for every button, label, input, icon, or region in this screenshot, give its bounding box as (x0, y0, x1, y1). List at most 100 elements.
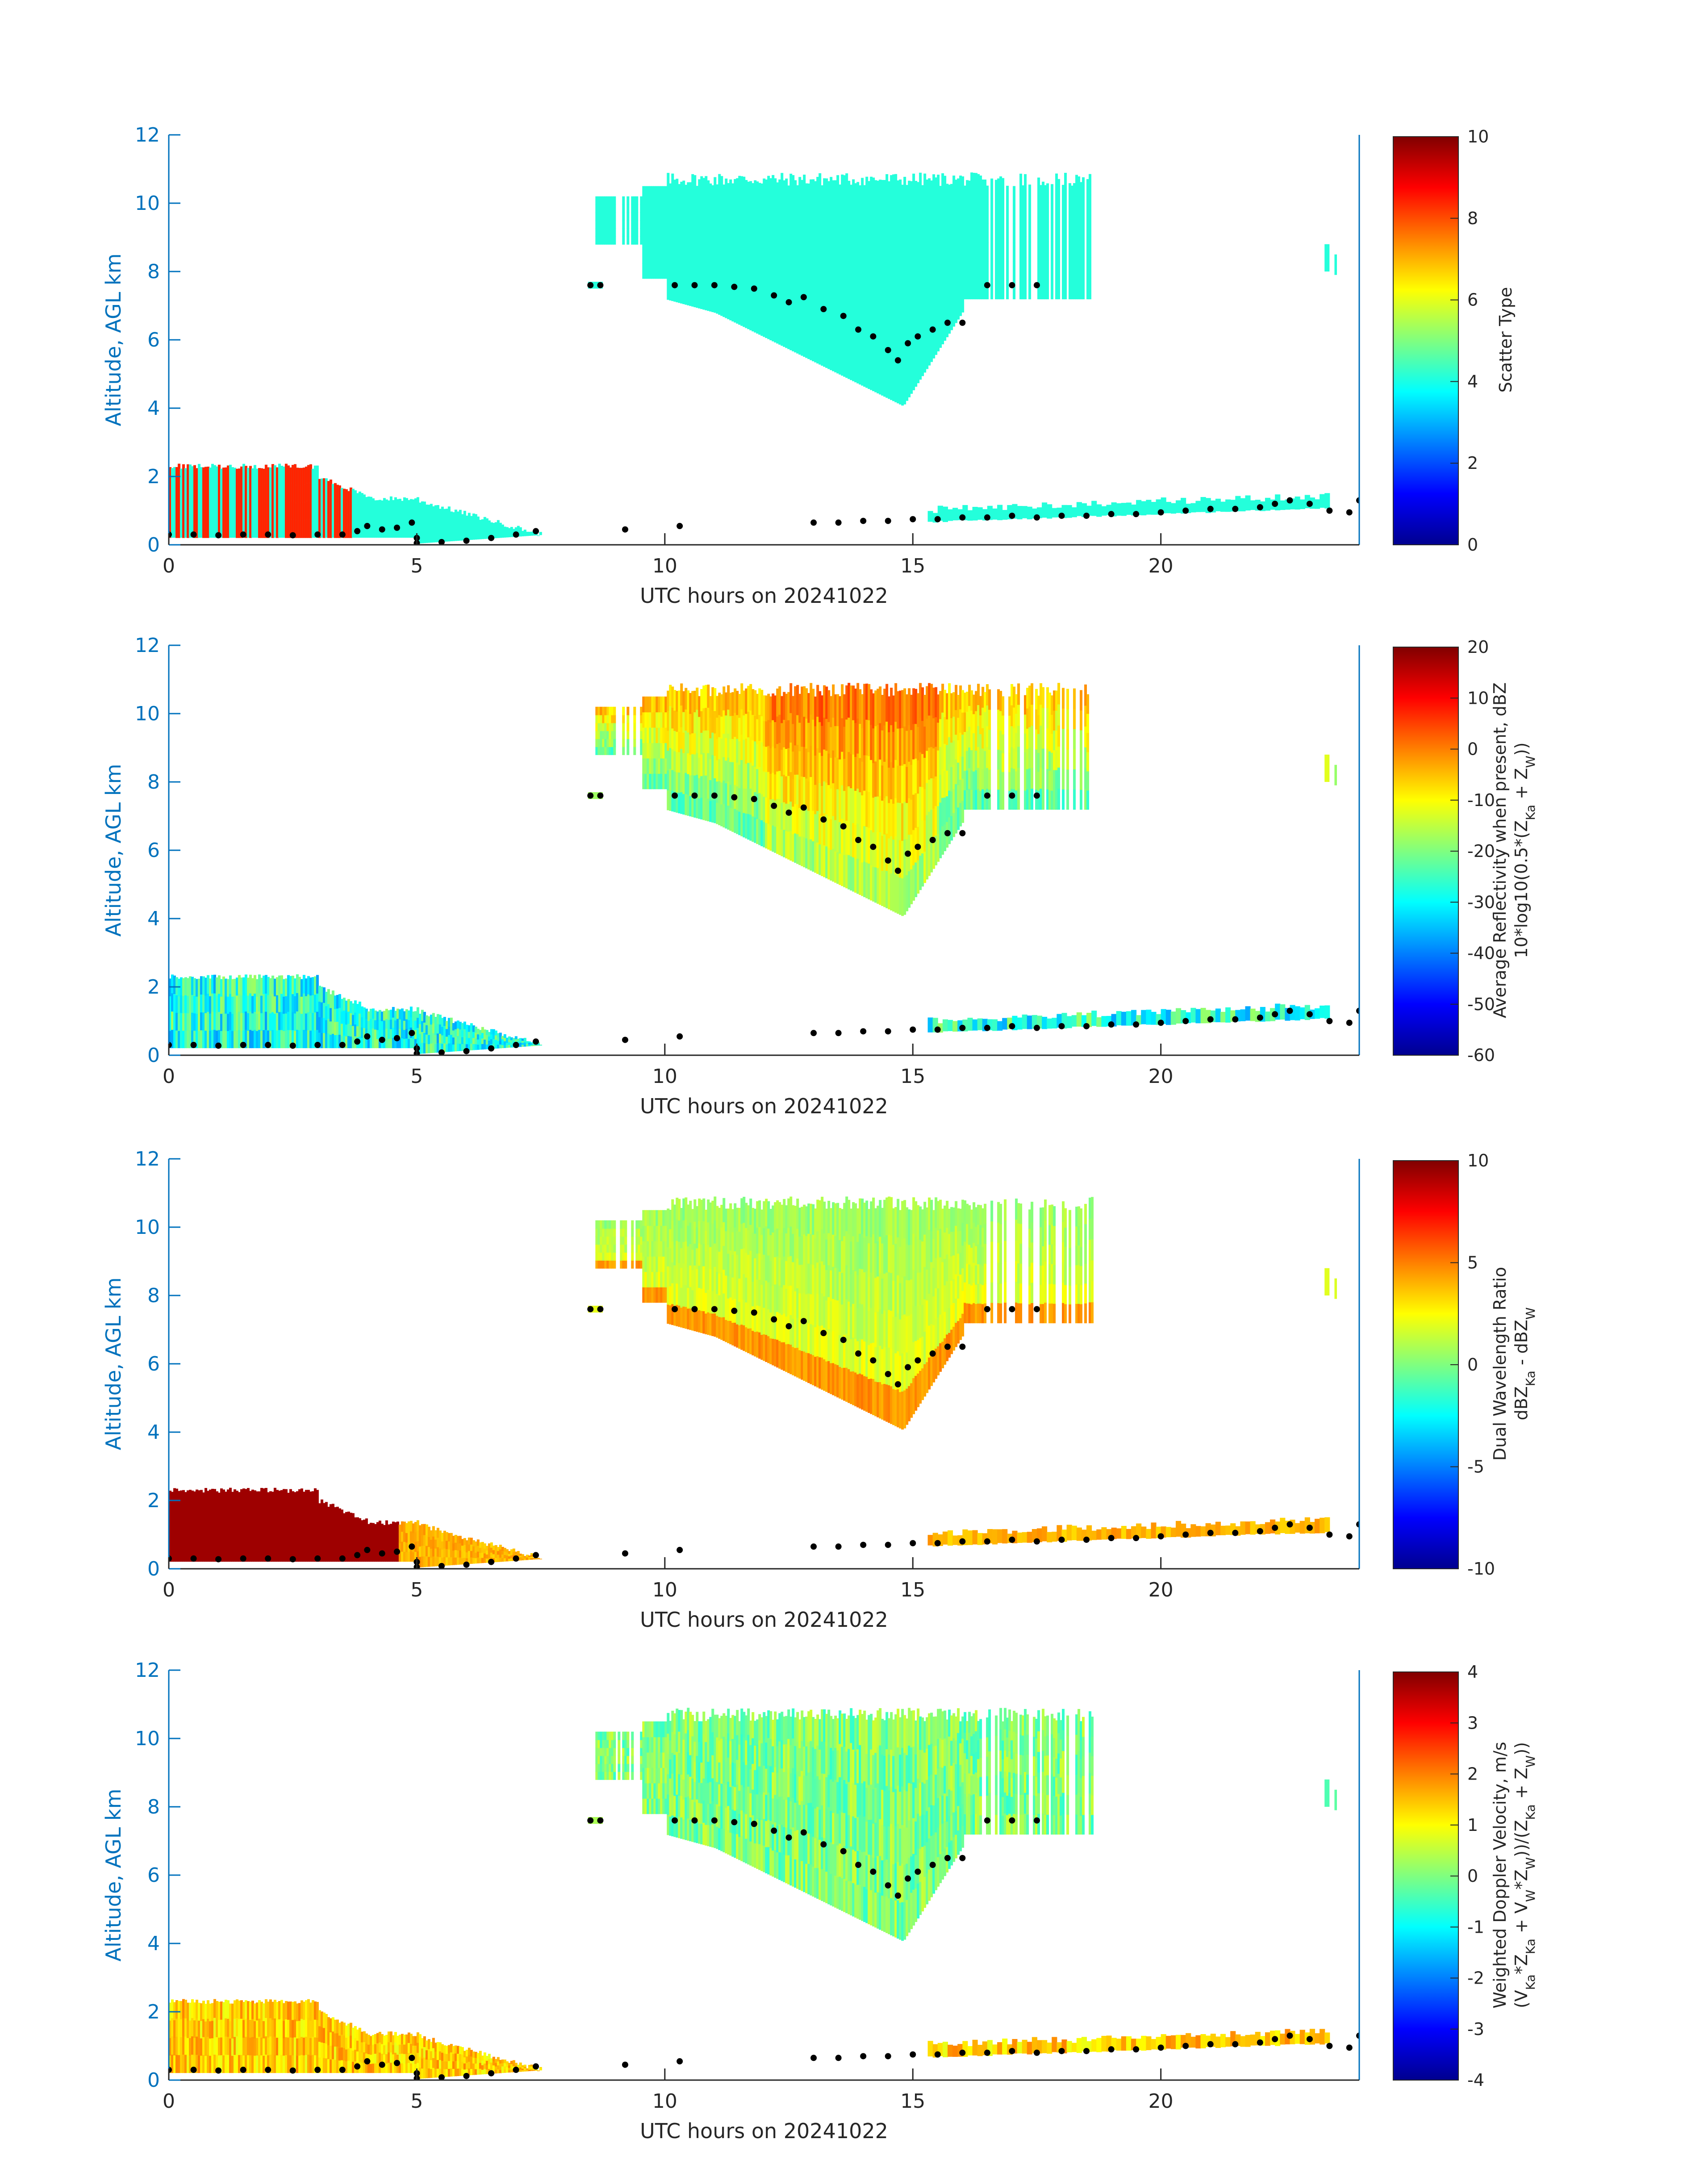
overlay-point (1346, 1533, 1353, 1540)
overlay-point (1182, 1018, 1189, 1024)
colorbar-tick-label: 1 (1467, 1815, 1478, 1835)
x-tick-label: 10 (652, 555, 677, 577)
overlay-point (691, 282, 698, 288)
colorbar-label: Weighted Doppler Velocity, m/s (1490, 1742, 1510, 2008)
overlay-point (905, 1875, 911, 1882)
x-tick-label: 5 (410, 555, 423, 577)
overlay-point (463, 2073, 470, 2079)
colorbar-tick-label: 2 (1467, 1764, 1478, 1784)
overlay-point (622, 1550, 628, 1557)
y-tick-label: 6 (147, 1353, 160, 1375)
overlay-point (314, 2067, 321, 2073)
overlay-point (691, 1306, 698, 1312)
overlay-point (354, 1552, 361, 1559)
overlay-point (1083, 1536, 1090, 1543)
overlay-point (240, 1042, 246, 1049)
colorbar-tick-label: 3 (1467, 1713, 1478, 1733)
overlay-point (1009, 282, 1015, 288)
overlay-point (771, 802, 777, 809)
overlay-point (1306, 2036, 1313, 2043)
y-tick-label: 6 (147, 839, 160, 862)
overlay-point (915, 1868, 921, 1875)
x-tick-label: 0 (163, 555, 175, 577)
overlay-point (885, 857, 891, 864)
overlay-point (751, 1309, 757, 1316)
overlay-point (513, 1042, 519, 1049)
overlay-point (835, 519, 842, 526)
overlay-point (1058, 1536, 1065, 1543)
y-tick-label: 10 (135, 1727, 160, 1750)
x-tick-label: 10 (652, 2090, 677, 2113)
colorbar-tick-label: -40 (1467, 944, 1495, 963)
overlay-point (1009, 2047, 1015, 2054)
overlay-point (364, 1546, 371, 1553)
overlay-point (800, 1318, 807, 1325)
overlay-point (587, 1306, 594, 1312)
overlay-point (354, 2063, 361, 2070)
overlay-point (1326, 1018, 1333, 1024)
overlay-point (731, 794, 738, 801)
overlay-point (339, 531, 346, 538)
overlay-point (800, 1829, 807, 1836)
overlay-point (677, 1546, 683, 1553)
y-tick-label: 8 (147, 260, 160, 283)
overlay-point (1083, 2047, 1090, 2054)
y-tick-label: 4 (147, 397, 160, 420)
overlay-point (533, 1038, 539, 1045)
overlay-point (1009, 1817, 1015, 1824)
x-axis-label: UTC hours on 20241022 (640, 584, 888, 608)
overlay-point (944, 319, 951, 326)
x-tick-label: 0 (163, 1579, 175, 1601)
overlay-point (672, 1817, 678, 1824)
overlay-point (855, 326, 862, 333)
colorbar-tick-label: -10 (1467, 1559, 1495, 1579)
colorbar-tick-label: 0 (1467, 740, 1478, 759)
overlay-point (1257, 2039, 1263, 2046)
overlay-point (622, 1036, 628, 1043)
overlay-point (354, 1038, 361, 1045)
overlay-point (438, 2074, 445, 2080)
overlay-point (409, 519, 415, 526)
colorbar-scatter-type: 0 2 4 6 8 10 Scatter Type (1393, 127, 1516, 555)
overlay-point (785, 809, 792, 816)
overlay-point (934, 1026, 941, 1033)
overlay-point (751, 796, 757, 802)
overlay-point (810, 519, 817, 526)
y-tick-label: 12 (135, 634, 160, 657)
overlay-point (488, 535, 495, 541)
overlay-point (1207, 2041, 1214, 2047)
overlay-point (751, 1821, 757, 1827)
colorbar-tick-label: -60 (1467, 1045, 1495, 1065)
colorbar-tick-label: -4 (1467, 2070, 1484, 2090)
overlay-point (1058, 2047, 1065, 2054)
overlay-point (339, 1042, 346, 1049)
overlay-point (771, 1316, 777, 1323)
overlay-point (835, 1543, 842, 1550)
overlay-point (1346, 2044, 1353, 2051)
overlay-point (840, 823, 847, 830)
overlay-point (597, 282, 604, 288)
overlay-point (677, 1033, 683, 1040)
x-tick-label: 20 (1148, 1579, 1173, 1601)
overlay-point (711, 282, 718, 288)
overlay-point (215, 1042, 222, 1049)
overlay-point (1356, 1007, 1359, 1014)
colorbar-ramp (1393, 1671, 1459, 2081)
overlay-point (488, 2070, 495, 2077)
overlay-point (587, 792, 594, 799)
colorbar-tick-label: 20 (1467, 637, 1489, 657)
x-tick-label: 0 (163, 1065, 175, 1088)
overlay-point (1083, 512, 1090, 519)
overlay-point (894, 1381, 901, 1387)
overlay-point (463, 537, 470, 544)
overlay-point (785, 299, 792, 305)
overlay-point (1232, 1016, 1239, 1023)
overlay-point (672, 1306, 678, 1312)
y-tick-label: 12 (135, 1659, 160, 1682)
overlay-point (870, 333, 877, 340)
overlay-point (1009, 1023, 1015, 1029)
colorbar-tick-label: -3 (1467, 2019, 1484, 2039)
overlay-point (1157, 1533, 1164, 1540)
heatmap-weighted-doppler-velocity (169, 1708, 1359, 2080)
